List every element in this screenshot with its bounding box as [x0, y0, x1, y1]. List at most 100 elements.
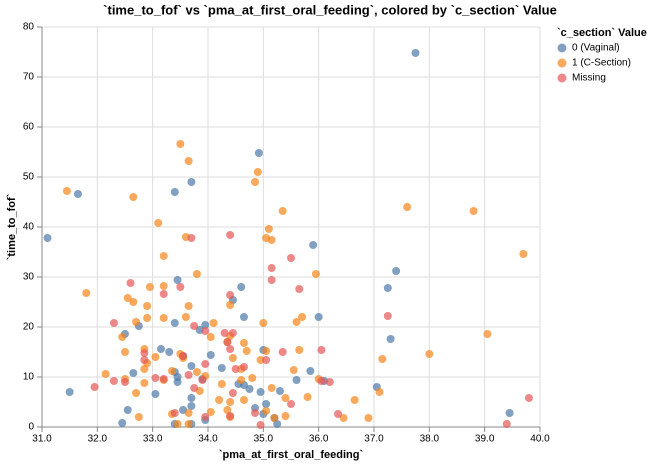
point	[143, 314, 152, 322]
x-tick-label: 37.0	[364, 434, 384, 445]
x-tick-label: 34.0	[198, 434, 218, 445]
point	[220, 329, 229, 337]
x-axis-title: `pma_at_first_oral_feeding`	[219, 449, 364, 461]
point	[184, 420, 193, 428]
point	[383, 284, 392, 292]
point	[159, 290, 168, 298]
point	[132, 318, 141, 326]
point	[118, 419, 127, 427]
point	[256, 388, 265, 396]
point	[239, 313, 248, 321]
point	[256, 356, 265, 364]
point	[245, 385, 254, 393]
point	[159, 314, 168, 322]
point	[184, 371, 193, 379]
point	[262, 347, 271, 355]
point	[223, 338, 232, 346]
point	[248, 374, 257, 382]
point	[176, 140, 185, 148]
point	[237, 376, 246, 384]
point	[228, 354, 237, 362]
point	[524, 394, 533, 402]
point	[206, 408, 215, 416]
point	[159, 252, 168, 260]
point	[187, 234, 196, 242]
y-tick-label: 20	[23, 322, 35, 333]
point	[140, 356, 149, 364]
point	[206, 351, 215, 359]
point	[65, 388, 74, 396]
point	[267, 236, 276, 244]
point	[295, 285, 304, 293]
point	[403, 203, 412, 211]
point	[154, 219, 163, 227]
point	[226, 345, 235, 353]
point	[469, 207, 478, 215]
point	[190, 322, 199, 330]
y-tick-label: 60	[23, 122, 35, 133]
point	[383, 312, 392, 320]
point	[109, 319, 118, 327]
point	[223, 406, 232, 414]
point	[483, 330, 492, 338]
y-tick-label: 70	[23, 72, 35, 83]
point	[215, 396, 224, 404]
point	[264, 225, 273, 233]
point	[239, 339, 248, 347]
legend-swatch	[557, 58, 567, 68]
point	[43, 234, 52, 242]
point	[140, 365, 149, 373]
point	[281, 412, 290, 420]
point	[289, 366, 298, 374]
point	[187, 362, 196, 370]
x-tick-label: 32.0	[88, 434, 108, 445]
point	[170, 188, 179, 196]
point	[325, 378, 334, 386]
point	[287, 400, 295, 408]
point	[256, 421, 265, 429]
point	[90, 383, 99, 391]
point	[386, 335, 395, 343]
point	[267, 276, 276, 284]
point	[187, 402, 196, 410]
point	[145, 283, 154, 291]
point	[126, 279, 135, 287]
point	[375, 388, 384, 396]
point	[201, 413, 210, 421]
point	[505, 409, 514, 417]
point	[173, 276, 182, 284]
y-tick-label: 30	[23, 272, 35, 283]
point	[411, 49, 420, 57]
point	[209, 319, 218, 327]
point	[132, 389, 141, 397]
point	[519, 250, 528, 258]
point	[190, 384, 199, 392]
point	[317, 346, 326, 354]
point	[143, 302, 152, 310]
point	[179, 352, 188, 360]
point	[201, 321, 210, 329]
point	[253, 168, 262, 176]
point	[151, 353, 160, 361]
point	[226, 412, 235, 420]
point	[339, 414, 348, 422]
point	[502, 420, 511, 428]
point	[298, 313, 307, 321]
point	[151, 390, 160, 398]
legend-swatch	[557, 43, 567, 53]
y-tick-label: 50	[23, 172, 35, 183]
point	[267, 264, 276, 272]
point	[311, 270, 320, 278]
point	[129, 298, 138, 306]
point	[109, 377, 118, 385]
point	[251, 178, 260, 186]
point	[201, 327, 210, 335]
chart-title: `time_to_fof` vs `pma_at_first_oral_feed…	[103, 2, 557, 17]
point	[201, 360, 210, 368]
point	[62, 187, 71, 195]
point	[181, 313, 190, 321]
point	[73, 190, 82, 198]
point	[184, 302, 193, 310]
point	[231, 365, 240, 373]
point	[378, 355, 387, 363]
